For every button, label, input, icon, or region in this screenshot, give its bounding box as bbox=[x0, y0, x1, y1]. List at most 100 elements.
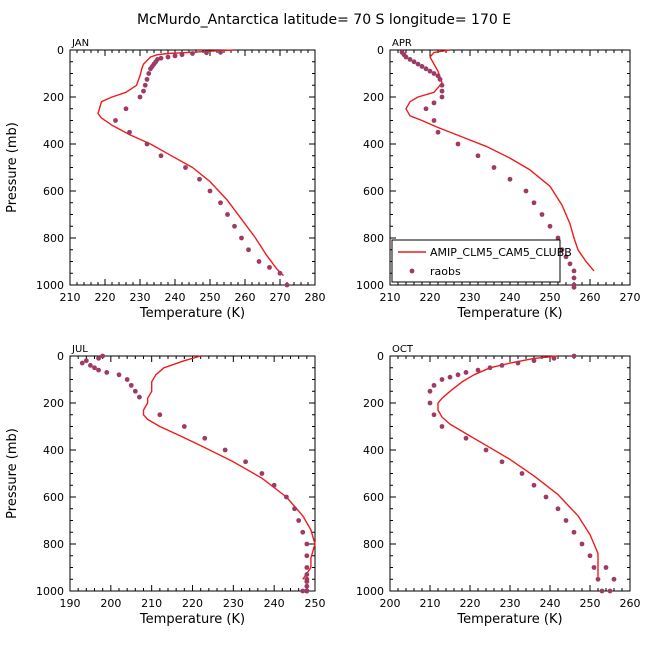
y-tick-label: 400 bbox=[363, 138, 384, 151]
model-line bbox=[142, 355, 316, 580]
raobs-point bbox=[407, 57, 413, 62]
x-axis-label: Temperature (K) bbox=[456, 306, 562, 321]
raobs-point bbox=[222, 447, 228, 453]
raobs-point bbox=[181, 424, 187, 429]
raobs-point bbox=[127, 129, 132, 135]
x-axis-label: Temperature (K) bbox=[139, 612, 245, 627]
raobs-point bbox=[225, 212, 230, 217]
raobs-point bbox=[435, 73, 441, 79]
panel-label: OCT bbox=[392, 344, 414, 355]
raobs-point bbox=[499, 459, 505, 465]
y-tick-label: 200 bbox=[363, 397, 384, 410]
raobs-point bbox=[419, 64, 425, 69]
raobs-point bbox=[83, 358, 89, 364]
raobs-point bbox=[218, 49, 223, 55]
y-tick-label: 0 bbox=[57, 350, 64, 363]
x-tick-label: 250 bbox=[305, 597, 326, 610]
raobs-point bbox=[587, 553, 593, 559]
raobs-point bbox=[571, 529, 577, 535]
raobs-point bbox=[483, 447, 489, 453]
raobs-point bbox=[100, 353, 106, 359]
x-tick-label: 280 bbox=[305, 291, 326, 304]
raobs-point bbox=[437, 76, 443, 82]
raobs-point bbox=[591, 565, 597, 570]
raobs-point bbox=[579, 541, 585, 547]
raobs-point bbox=[571, 284, 577, 290]
y-tick-label: 200 bbox=[43, 91, 64, 104]
raobs-point bbox=[157, 412, 163, 418]
raobs-point bbox=[475, 367, 481, 373]
y-tick-label: 800 bbox=[363, 538, 384, 551]
x-tick-label: 220 bbox=[420, 291, 441, 304]
raobs-point bbox=[403, 54, 409, 60]
raobs-point bbox=[431, 118, 437, 123]
y-axis-label: Pressure (mb) bbox=[5, 122, 20, 213]
y-tick-label: 0 bbox=[57, 44, 64, 57]
raobs-point bbox=[304, 579, 310, 584]
raobs-point bbox=[218, 200, 223, 206]
model-line bbox=[437, 355, 599, 577]
raobs-point bbox=[207, 188, 213, 194]
raobs-point bbox=[571, 275, 577, 281]
raobs-point bbox=[79, 360, 85, 366]
raobs-point bbox=[113, 118, 118, 123]
x-tick-label: 270 bbox=[270, 291, 291, 304]
y-tick-label: 0 bbox=[377, 44, 384, 57]
y-tick-label: 800 bbox=[43, 538, 64, 551]
legend-box bbox=[391, 239, 561, 283]
raobs-point bbox=[439, 94, 445, 100]
raobs-point bbox=[304, 588, 310, 594]
raobs-point bbox=[519, 471, 525, 476]
raobs-point bbox=[431, 382, 437, 388]
x-tick-label: 210 bbox=[60, 291, 81, 304]
x-tick-label: 260 bbox=[620, 597, 641, 610]
y-tick-label: 200 bbox=[43, 397, 64, 410]
y-tick-label: 400 bbox=[43, 138, 64, 151]
raobs-point bbox=[183, 165, 188, 170]
raobs-point bbox=[128, 382, 134, 388]
raobs-point bbox=[559, 247, 565, 253]
x-tick-label: 260 bbox=[235, 291, 256, 304]
x-tick-label: 190 bbox=[60, 597, 81, 610]
raobs-point bbox=[243, 459, 248, 465]
raobs-point bbox=[491, 165, 497, 170]
model-line bbox=[97, 49, 284, 277]
y-tick-label: 600 bbox=[43, 491, 64, 504]
raobs-point bbox=[411, 59, 417, 65]
raobs-point bbox=[427, 388, 433, 394]
raobs-point bbox=[463, 435, 469, 441]
raobs-point bbox=[555, 506, 561, 512]
raobs-point bbox=[515, 360, 521, 366]
raobs-point bbox=[246, 247, 251, 253]
panel-jan: 210 220 230 240 250 260 270 280 0 200 400 600 800 100… bbox=[5, 38, 326, 321]
raobs-point bbox=[439, 424, 445, 429]
raobs-point bbox=[555, 235, 561, 241]
raobs-point bbox=[531, 358, 537, 364]
x-axis-label: Temperature (K) bbox=[139, 306, 245, 321]
x-tick-label: 220 bbox=[95, 291, 116, 304]
raobs-point bbox=[300, 529, 306, 535]
raobs-point bbox=[292, 506, 297, 512]
raobs-point bbox=[507, 176, 513, 182]
x-tick-label: 270 bbox=[620, 291, 641, 304]
raobs-point bbox=[463, 370, 469, 375]
legend-label-model: AMIP_CLM5_CAM5_CLUBB bbox=[430, 246, 572, 259]
raobs-point bbox=[571, 268, 577, 274]
raobs-point bbox=[296, 518, 302, 523]
raobs-point bbox=[455, 372, 461, 378]
raobs-point bbox=[427, 400, 433, 406]
raobs-point bbox=[137, 394, 142, 400]
raobs-point bbox=[531, 200, 537, 206]
raobs-point bbox=[104, 370, 110, 375]
raobs-point bbox=[144, 76, 150, 82]
panel-oct: 200 210 220 230 240 250 260 0 200 400 600 800 1000 Te… bbox=[356, 344, 641, 627]
raobs-point bbox=[607, 588, 613, 594]
x-tick-label: 230 bbox=[223, 597, 244, 610]
raobs-point bbox=[116, 372, 122, 378]
panel-apr: 210 220 230 240 250 260 270 0 200 400 600 800 1000 Te… bbox=[356, 38, 641, 321]
raobs-point bbox=[475, 153, 481, 159]
legend-point-swatch bbox=[409, 268, 415, 274]
x-tick-label: 230 bbox=[130, 291, 151, 304]
raobs-point bbox=[563, 518, 569, 523]
